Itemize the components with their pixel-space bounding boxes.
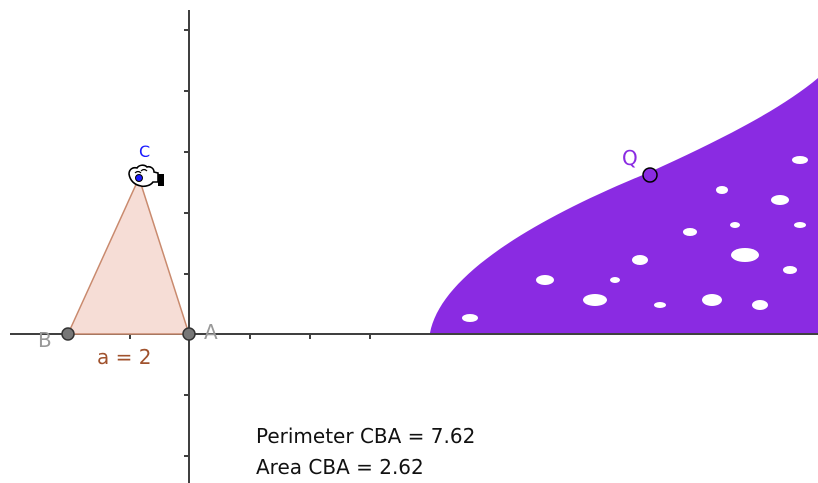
y-axis [184, 10, 190, 483]
locus-region [430, 78, 818, 333]
label-b: B [38, 328, 52, 352]
label-q: Q [622, 146, 638, 170]
point-b[interactable] [61, 327, 75, 341]
point-a[interactable] [182, 327, 196, 341]
label-c: C [139, 142, 151, 161]
hand-grab-icon [128, 164, 164, 188]
perimeter-text: Perimeter CBA = 7.62 [256, 424, 476, 448]
point-q[interactable] [642, 167, 658, 183]
area-text: Area CBA = 2.62 [256, 455, 424, 479]
triangle-cba[interactable] [66, 175, 191, 335]
segment-a-label: a = 2 [97, 345, 152, 369]
label-a: A [204, 320, 218, 344]
